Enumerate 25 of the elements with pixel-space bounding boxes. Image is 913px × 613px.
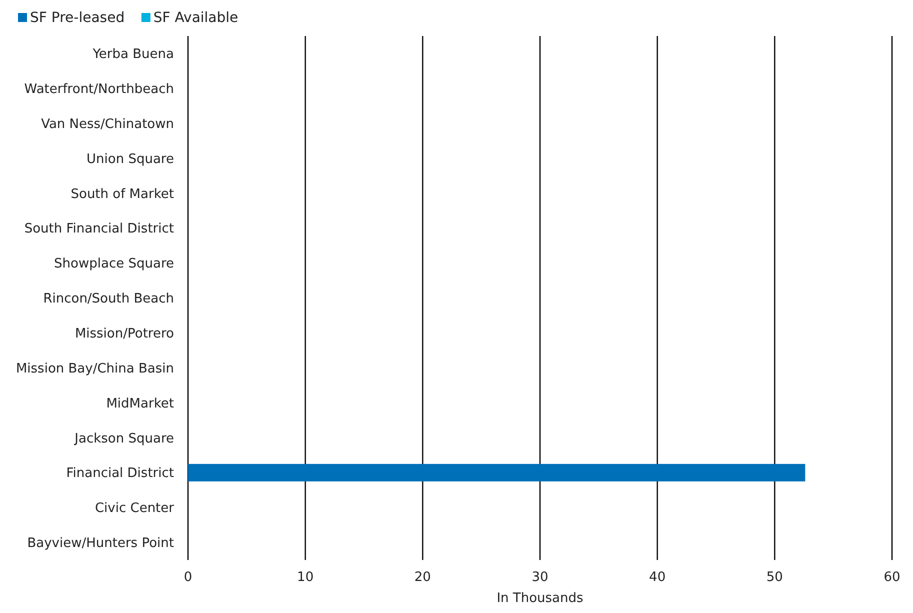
y-tick-label: Rincon/South Beach: [43, 292, 174, 307]
x-tick-label: 10: [297, 570, 314, 585]
y-tick-label: Yerba Buena: [92, 47, 174, 62]
y-tick-label: Mission Bay/China Basin: [16, 361, 174, 376]
x-axis-title: In Thousands: [496, 591, 584, 606]
legend-label: SF Pre-leased: [30, 10, 125, 26]
x-tick-label: 60: [884, 570, 900, 585]
y-tick-label: Jackson Square: [74, 431, 174, 446]
y-tick-label: MidMarket: [106, 396, 174, 412]
y-tick-label: Financial District: [66, 466, 174, 482]
y-tick-label: Van Ness/Chinatown: [41, 116, 174, 132]
x-tick-label: 20: [414, 570, 431, 585]
y-tick-label: South of Market: [70, 186, 174, 202]
y-tick-label: Mission/Potrero: [74, 326, 174, 342]
legend-label: SF Available: [153, 10, 238, 26]
y-tick-label: Civic Center: [94, 501, 175, 516]
x-tick-label: 40: [649, 570, 666, 585]
x-tick-label: 50: [766, 570, 783, 585]
y-tick-label: South Financial District: [24, 222, 174, 237]
x-tick-label: 0: [184, 570, 192, 585]
x-tick-label: 30: [532, 570, 548, 585]
y-tick-label: Showplace Square: [54, 256, 174, 272]
y-tick-label: Bayview/Hunters Point: [27, 536, 174, 552]
y-tick-label: Waterfront/Northbeach: [24, 82, 174, 97]
y-tick-label: Union Square: [86, 152, 174, 167]
